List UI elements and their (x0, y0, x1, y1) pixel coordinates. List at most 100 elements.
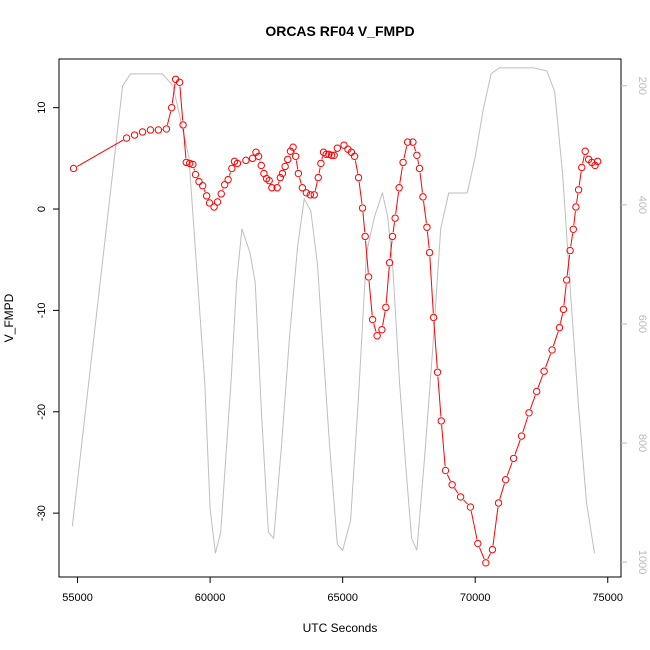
series-0-segment (559, 313, 564, 324)
y-axis: -30 -20 -10 0 10 (36, 102, 59, 521)
series-0-segment (578, 171, 582, 186)
series-0-point (233, 159, 242, 168)
series-0-segment (522, 416, 529, 433)
series-0-point (284, 155, 292, 164)
series-0-point (448, 481, 456, 489)
series-0-point (189, 160, 197, 169)
y-tick-label: -30 (36, 505, 48, 521)
series-0-point (364, 273, 373, 281)
series-0-segment (576, 193, 579, 203)
series-0-point (466, 503, 475, 511)
series-0-point (488, 545, 497, 554)
series-0-point (265, 176, 273, 185)
series-0-point (202, 192, 211, 200)
series-0-segment (537, 374, 544, 388)
series-0-point (175, 78, 184, 87)
series-0-segment (385, 266, 390, 304)
series-0-point (179, 121, 187, 129)
series-0-point (138, 128, 147, 136)
x-axis: 55000 60000 65000 70000 75000 (62, 577, 623, 604)
series-0-point (306, 191, 315, 199)
series-0-point (298, 184, 307, 192)
y2-tick-label: 400 (636, 196, 648, 214)
series-0-segment (566, 254, 571, 276)
series-0-segment (171, 83, 176, 104)
series-layer (69, 67, 602, 567)
series-0-point (525, 409, 533, 417)
series-0-segment (545, 353, 552, 368)
series-0-point (569, 225, 577, 234)
series-0-point (562, 276, 571, 284)
y-tick-label: 0 (36, 206, 48, 212)
series-0-segment (358, 181, 363, 204)
series-0-point (415, 164, 424, 173)
series-0-segment (166, 111, 172, 125)
x-tick-label: 70000 (460, 592, 491, 604)
series-0-segment (454, 487, 459, 494)
series-0-segment (552, 331, 559, 347)
series-0-segment (563, 284, 567, 306)
y-tick-label: -10 (36, 302, 48, 318)
x-tick-label: 60000 (195, 592, 226, 604)
series-0-point (509, 454, 518, 463)
series-0-segment (529, 395, 536, 410)
series-0-segment (403, 146, 408, 159)
series-0-point (310, 191, 318, 199)
series-0-point (185, 159, 194, 168)
plot-frame (58, 58, 622, 578)
series-0-point (242, 156, 250, 165)
series-0-point (162, 125, 171, 133)
series-0-point (294, 169, 303, 178)
series-0-point (278, 169, 287, 178)
series-0-point (388, 232, 397, 241)
series-0-point (423, 223, 431, 231)
series-0-point (213, 198, 222, 206)
series-0-segment (321, 156, 324, 160)
series-0-segment (368, 281, 373, 316)
series-0-segment (382, 311, 386, 326)
series-0-segment (203, 189, 206, 193)
series-0-segment (365, 240, 369, 273)
series-0-point (441, 466, 450, 475)
series-0-segment (392, 222, 396, 233)
series-0-point (540, 367, 548, 375)
series-1-line (71, 67, 595, 554)
series-0-segment (193, 168, 195, 171)
series-0-segment (582, 155, 585, 164)
series-0-point (146, 126, 155, 134)
series-0-segment (470, 511, 478, 540)
series-0-point (533, 387, 541, 396)
series-0-point (437, 417, 445, 425)
y-tick-label: 10 (36, 102, 48, 114)
series-0-point (254, 152, 263, 161)
series-0-segment (487, 553, 491, 560)
series-0-segment (277, 181, 280, 184)
series-0-segment (514, 439, 521, 455)
series-0-point (433, 368, 442, 376)
series-0-point (122, 134, 131, 142)
series-0-point (391, 214, 399, 222)
series-0-segment (570, 233, 574, 247)
y-axis-label: V_FMPD (2, 293, 16, 342)
x-tick-label: 65000 (327, 592, 358, 604)
series-0-point (228, 164, 236, 173)
series-0-segment (299, 177, 302, 184)
series-0-point (281, 162, 289, 171)
y2-tick-label: 200 (636, 77, 648, 95)
series-0-point (593, 157, 602, 166)
series-0-point (358, 204, 367, 212)
series-0-point (368, 315, 377, 324)
series-0-point (548, 346, 556, 354)
series-0-point (482, 559, 490, 567)
series-0-point (257, 161, 265, 170)
series-0-segment (314, 181, 318, 191)
series-0-point (195, 177, 203, 186)
series-0-segment (389, 240, 393, 259)
series-0-point (210, 203, 218, 211)
series-0-segment (506, 462, 513, 476)
series-0-point (302, 189, 311, 197)
series-0-segment (429, 256, 434, 314)
y2-axis: 200 400 600 800 1000 (621, 77, 648, 574)
series-0-segment (295, 160, 299, 170)
